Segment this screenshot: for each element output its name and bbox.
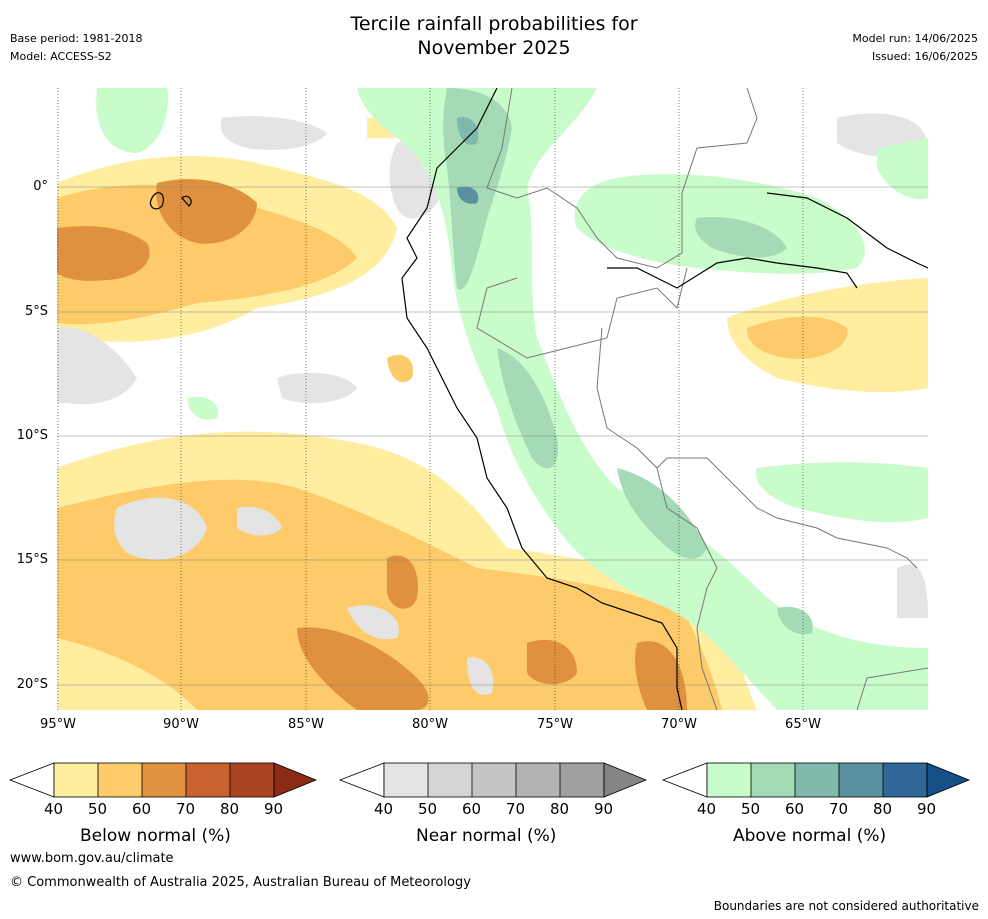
cb-above-title: Above normal (%) [733,826,887,846]
cb-near-tick-40: 40 [374,800,394,818]
meta-right: Model run: 14/06/2025 Issued: 16/06/2025 [852,30,978,66]
issued-date: Issued: 16/06/2025 [871,50,978,63]
cb-below-swatch-4 [230,763,274,797]
cb-below-tick-40: 40 [44,800,64,818]
cb-near-tick-70: 70 [506,800,526,818]
cb-above-swatch-0 [707,763,751,797]
lon-label-75w: 75°W [537,717,573,732]
cb-below-tick-70: 70 [176,800,196,818]
cb-below-tick-80: 80 [220,800,240,818]
lat-label-20s: 20°S [16,677,48,692]
colorbar-near-normal [338,762,648,798]
cb-below-swatch-0 [54,763,98,797]
cb-above-swatch-3 [839,763,883,797]
cb-above-tick-90: 90 [917,800,937,818]
cb-below-tick-60: 60 [132,800,152,818]
cb-near-tick-80: 80 [550,800,570,818]
lon-label-95w: 95°W [40,717,76,732]
footer-copyright: © Commonwealth of Australia 2025, Austra… [10,875,471,890]
cb-below-tick-50: 50 [88,800,108,818]
country-boundaries [476,88,928,710]
lon-label-85w: 85°W [288,717,324,732]
lat-label-15s: 15°S [16,552,48,567]
coastline [149,88,928,710]
cb-below-tick-90: 90 [264,800,284,818]
footer-note: Boundaries are not considered authoritat… [713,899,979,913]
lat-label-0: 0° [33,179,48,194]
near-normal-regions [57,113,928,710]
cb-near-title: Near normal (%) [416,826,557,846]
model-name: Model: ACCESS-S2 [10,50,112,63]
meta-left: Base period: 1981-2018 Model: ACCESS-S2 [10,30,142,66]
cb-below-swatch-2 [142,763,186,797]
lon-label-70w: 70°W [661,717,697,732]
cb-above-swatch-2 [795,763,839,797]
cb-near-tick-60: 60 [462,800,482,818]
cb-above-swatch-4 [883,763,927,797]
cb-below-swatch-1 [98,763,142,797]
base-period: Base period: 1981-2018 [10,32,143,45]
cb-near-swatch-2 [472,763,516,797]
cb-above-tick-60: 60 [785,800,805,818]
above-normal-regions [96,88,928,710]
title-line-2: November 2025 [417,37,571,59]
lon-label-80w: 80°W [412,717,448,732]
cb-above-swatch-1 [751,763,795,797]
cb-near-swatch-4 [560,763,604,797]
cb-above-tick-70: 70 [829,800,849,818]
cb-near-swatch-5 [604,763,646,797]
colorbar-above-normal [661,762,971,798]
below-normal-regions [57,118,928,710]
lat-label-5s: 5°S [24,304,48,319]
model-run: Model run: 14/06/2025 [852,32,978,45]
footer-url: www.bom.gov.au/climate [10,851,174,866]
lon-label-65w: 65°W [785,717,821,732]
title-line-1: Tercile rainfall probabilities for [350,13,638,35]
cb-below-swatch-5 [274,763,316,797]
cb-near-swatch-0 [384,763,428,797]
cb-above-tick-50: 50 [741,800,761,818]
cb-near-swatch-3 [516,763,560,797]
lon-label-90w: 90°W [163,717,199,732]
cb-below-title: Below normal (%) [80,826,231,846]
graticule [57,186,928,686]
rainfall-probability-map [57,88,928,710]
cb-near-tick-90: 90 [594,800,614,818]
cb-near-tick-50: 50 [418,800,438,818]
cb-above-tick-80: 80 [873,800,893,818]
map-title: Tercile rainfall probabilities for Novem… [0,12,988,60]
cb-above-tick-40: 40 [697,800,717,818]
cb-above-swatch-5 [927,763,969,797]
cb-near-swatch-1 [428,763,472,797]
cb-below-swatch-3 [186,763,230,797]
lat-label-10s: 10°S [16,428,48,443]
colorbar-below-normal [8,762,318,798]
